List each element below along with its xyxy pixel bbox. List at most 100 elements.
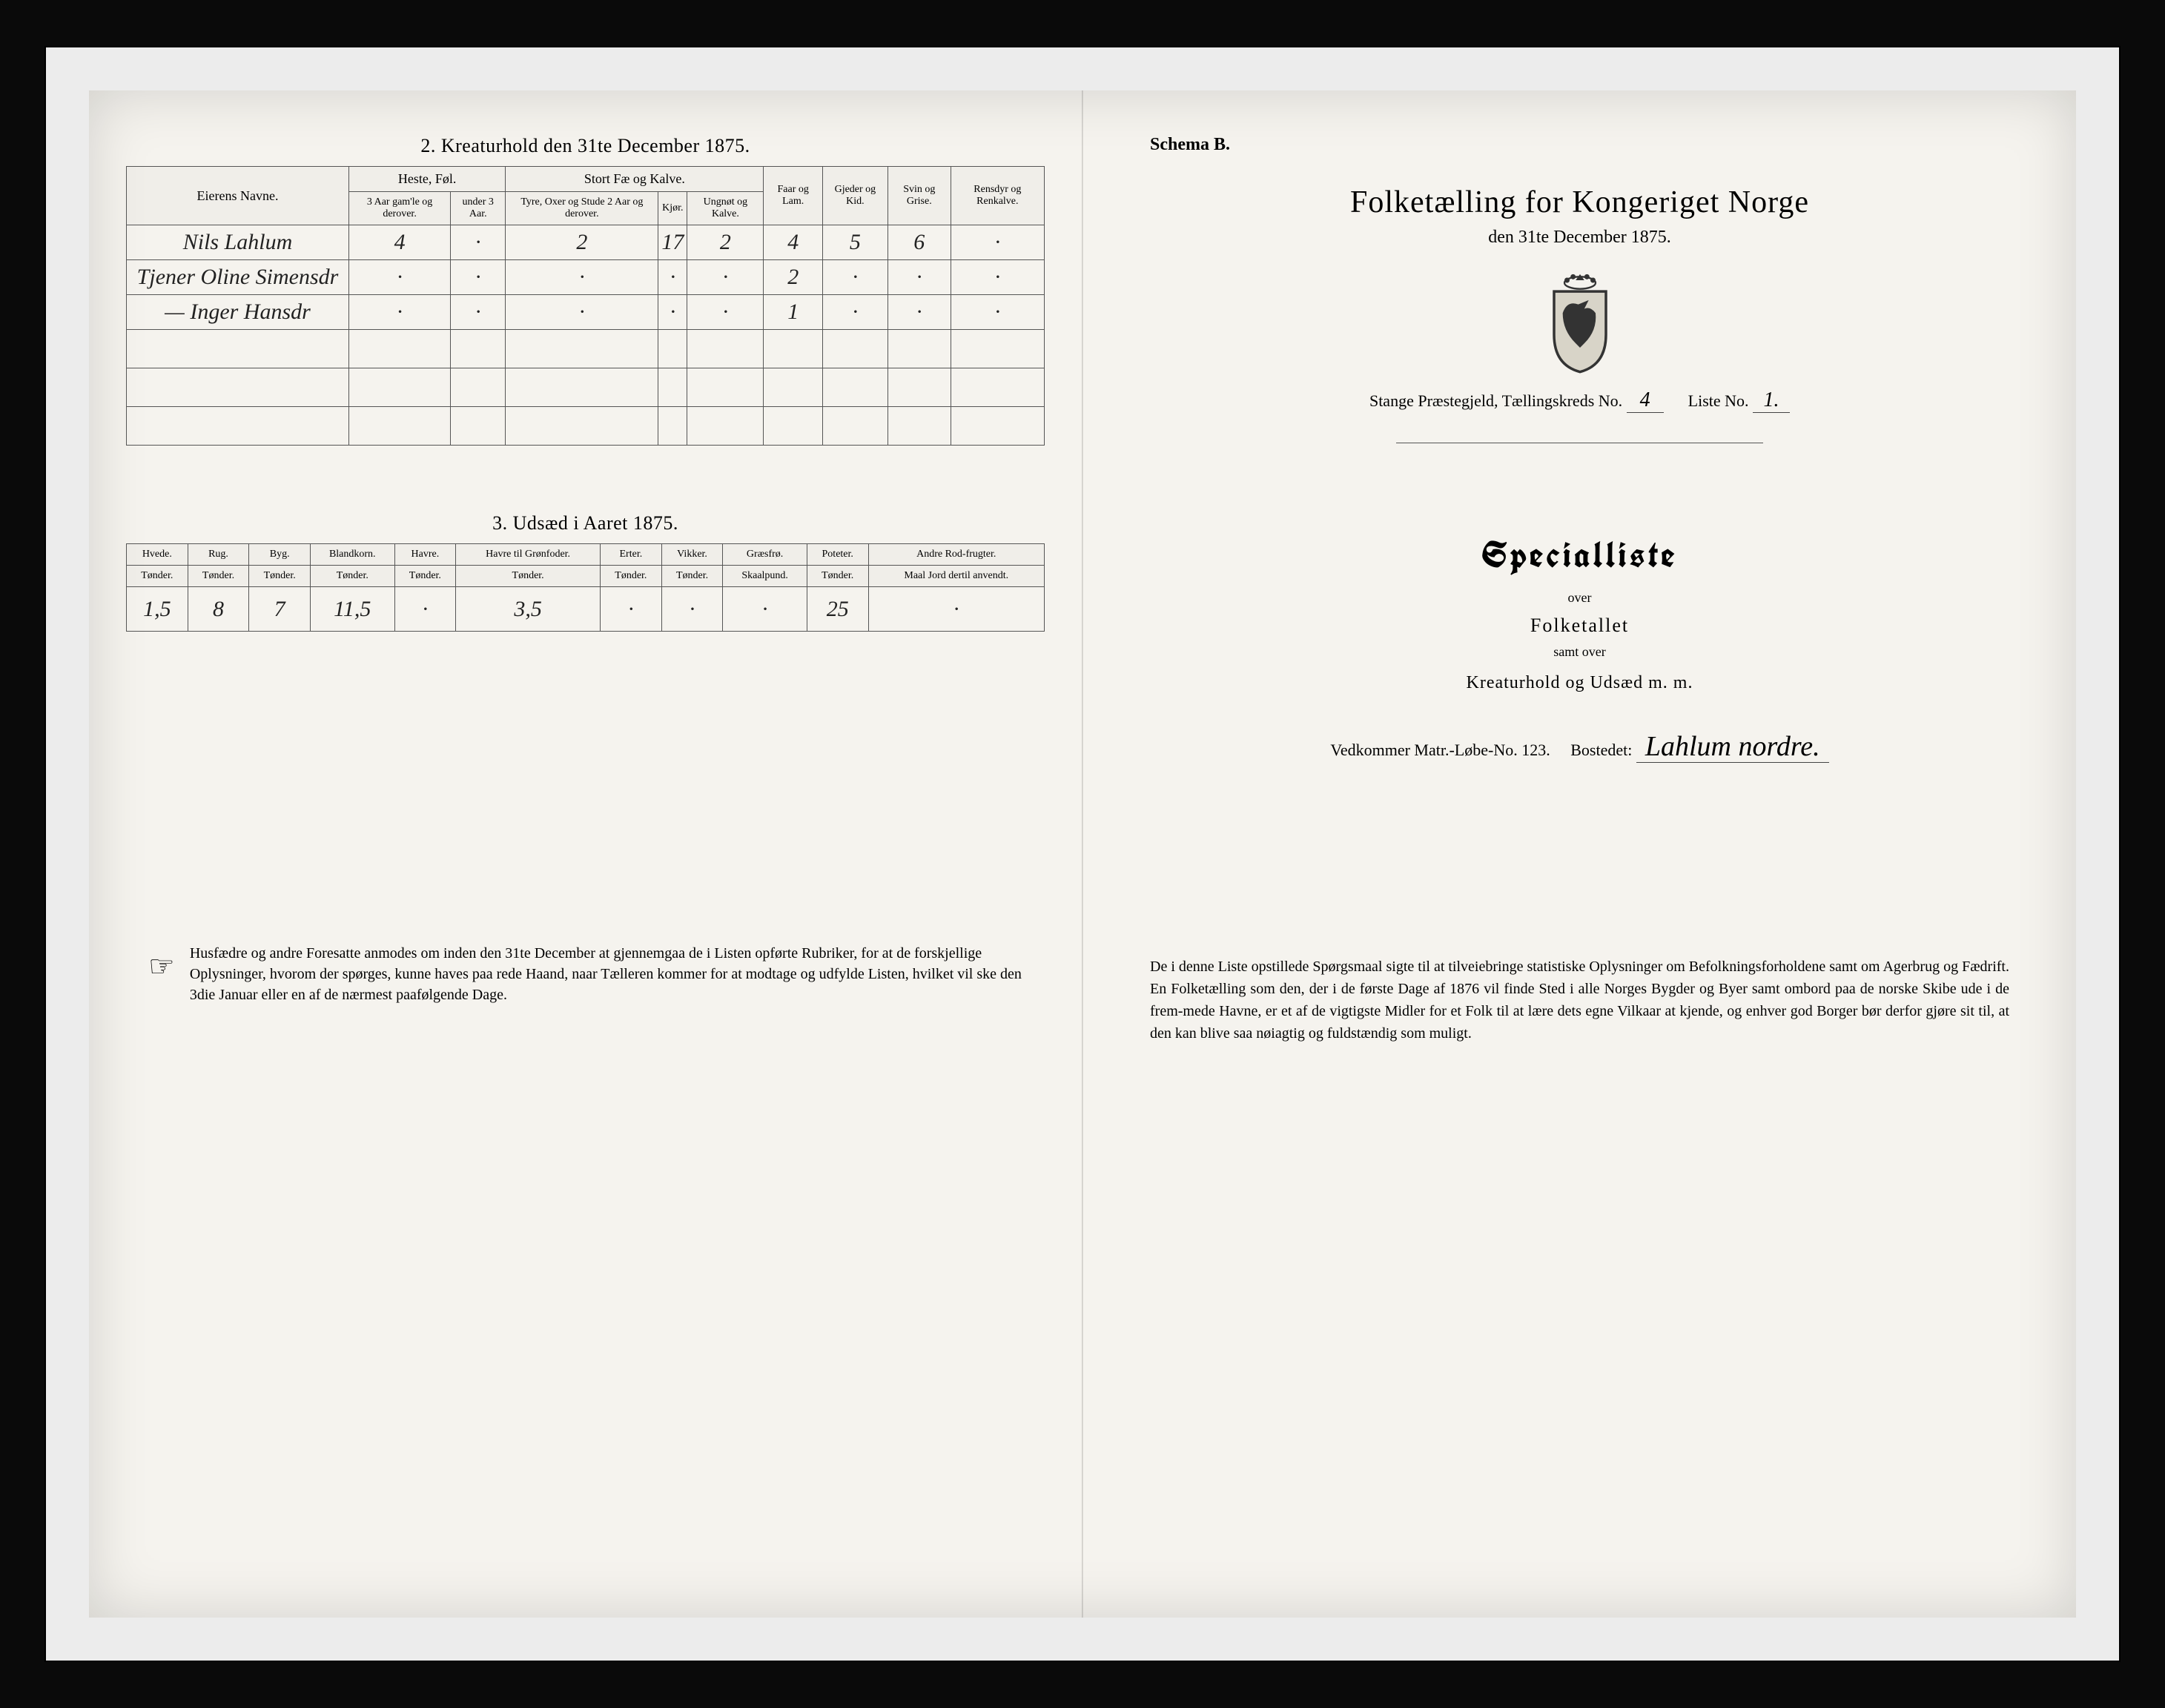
- matr-no: 123.: [1521, 741, 1550, 759]
- page-right: Schema B. Folketælling for Kongeriget No…: [1082, 90, 2076, 1618]
- empty-cell: [127, 407, 349, 446]
- seed-subheader: Tønder.: [807, 566, 868, 587]
- seed-table: Hvede.Rug.Byg.Blandkorn.Havre.Havre til …: [126, 543, 1045, 632]
- seed-header: Hvede.: [127, 544, 188, 566]
- empty-cell: [822, 330, 888, 368]
- empty-cell: [822, 407, 888, 446]
- value-cell: 17: [658, 225, 687, 260]
- seed-cell: ·: [868, 587, 1044, 632]
- seed-header: Rug.: [188, 544, 249, 566]
- empty-cell: [506, 368, 658, 407]
- seed-header: Havre til Grønfoder.: [456, 544, 601, 566]
- census-main-title: Folketælling for Kongeriget Norge: [1120, 185, 2039, 220]
- coat-of-arms-icon: [1536, 270, 1624, 374]
- seed-header: Erter.: [601, 544, 662, 566]
- owner-cell: — Inger Hansdr: [127, 295, 349, 330]
- empty-cell: [888, 330, 951, 368]
- seed-cell: 8: [188, 587, 249, 632]
- empty-cell: [764, 407, 822, 446]
- seed-subheader: Tønder.: [311, 566, 395, 587]
- value-cell: ·: [822, 260, 888, 295]
- empty-cell: [951, 407, 1044, 446]
- parish-line: Stange Præstegjeld, Tællingskreds No. 4 …: [1120, 388, 2039, 413]
- value-cell: ·: [687, 295, 764, 330]
- th-owner: Eierens Navne.: [127, 167, 349, 225]
- value-cell: 4: [349, 225, 451, 260]
- seed-subheader: Tønder.: [394, 566, 456, 587]
- seed-subheader: Skaalpund.: [723, 566, 807, 587]
- document-spread: 2. Kreaturhold den 31te December 1875. E…: [89, 90, 2076, 1618]
- th-h1: 3 Aar gam'le og derover.: [349, 192, 451, 225]
- specialliste-title: Specialliste: [1120, 532, 2039, 578]
- seed-header: Vikker.: [661, 544, 723, 566]
- table-row: [127, 330, 1045, 368]
- empty-cell: [349, 368, 451, 407]
- empty-cell: [687, 330, 764, 368]
- value-cell: ·: [451, 295, 506, 330]
- value-cell: ·: [888, 260, 951, 295]
- th-h2: under 3 Aar.: [451, 192, 506, 225]
- value-cell: 2: [687, 225, 764, 260]
- seed-header: Havre.: [394, 544, 456, 566]
- kreds-no: 4: [1627, 388, 1664, 413]
- seed-subheader: Tønder.: [249, 566, 311, 587]
- empty-cell: [658, 407, 687, 446]
- empty-cell: [658, 330, 687, 368]
- value-cell: ·: [451, 260, 506, 295]
- over: over: [1120, 590, 2039, 606]
- empty-cell: [506, 330, 658, 368]
- seed-header: Poteter.: [807, 544, 868, 566]
- value-cell: ·: [506, 295, 658, 330]
- th-s3: Ungnøt og Kalve.: [687, 192, 764, 225]
- value-cell: 5: [822, 225, 888, 260]
- value-cell: ·: [506, 260, 658, 295]
- seed-cell: ·: [394, 587, 456, 632]
- empty-cell: [451, 407, 506, 446]
- seed-cell: 1,5: [127, 587, 188, 632]
- table-row: [127, 407, 1045, 446]
- seed-cell: ·: [723, 587, 807, 632]
- empty-cell: [888, 368, 951, 407]
- empty-cell: [764, 368, 822, 407]
- value-cell: 2: [764, 260, 822, 295]
- bosted: Lahlum nordre.: [1636, 731, 1829, 763]
- left-footnote-text: Husfædre og andre Foresatte anmodes om i…: [190, 943, 1022, 1005]
- seed-cell: ·: [601, 587, 662, 632]
- table-row: — Inger Hansdr·····1···: [127, 295, 1045, 330]
- seed-cell: 25: [807, 587, 868, 632]
- seed-header: Byg.: [249, 544, 311, 566]
- th-gjeder: Gjeder og Kid.: [822, 167, 888, 225]
- empty-cell: [506, 407, 658, 446]
- value-cell: 1: [764, 295, 822, 330]
- bosted-label: Bostedet:: [1570, 741, 1632, 759]
- value-cell: ·: [349, 260, 451, 295]
- seed-cell: 7: [249, 587, 311, 632]
- th-ren: Rensdyr og Renkalve.: [951, 167, 1044, 225]
- samt-over: samt over: [1120, 644, 2039, 660]
- schema-label: Schema B.: [1150, 135, 2039, 155]
- value-cell: ·: [349, 295, 451, 330]
- value-cell: ·: [951, 295, 1044, 330]
- value-cell: ·: [822, 295, 888, 330]
- section3-title: 3. Udsæd i Aaret 1875.: [126, 512, 1045, 534]
- liste-label: Liste No.: [1688, 391, 1749, 410]
- table-row: Nils Lahlum4·2172456·: [127, 225, 1045, 260]
- empty-cell: [951, 368, 1044, 407]
- census-sub-title: den 31te December 1875.: [1120, 228, 2039, 248]
- value-cell: ·: [658, 295, 687, 330]
- value-cell: ·: [687, 260, 764, 295]
- section2-title: 2. Kreaturhold den 31te December 1875.: [126, 135, 1045, 157]
- empty-cell: [127, 330, 349, 368]
- empty-cell: [451, 330, 506, 368]
- empty-cell: [349, 330, 451, 368]
- value-cell: ·: [451, 225, 506, 260]
- seed-subheader: Tønder.: [127, 566, 188, 587]
- table-row: Tjener Oline Simensdr·····2···: [127, 260, 1045, 295]
- matr-label: Vedkommer Matr.-Løbe-No.: [1330, 741, 1517, 759]
- scan-frame: 2. Kreaturhold den 31te December 1875. E…: [44, 46, 2121, 1662]
- th-storfe: Stort Fæ og Kalve.: [506, 167, 764, 192]
- seed-cell: 11,5: [311, 587, 395, 632]
- seed-header: Andre Rod-frugter.: [868, 544, 1044, 566]
- empty-cell: [658, 368, 687, 407]
- owner-cell: Tjener Oline Simensdr: [127, 260, 349, 295]
